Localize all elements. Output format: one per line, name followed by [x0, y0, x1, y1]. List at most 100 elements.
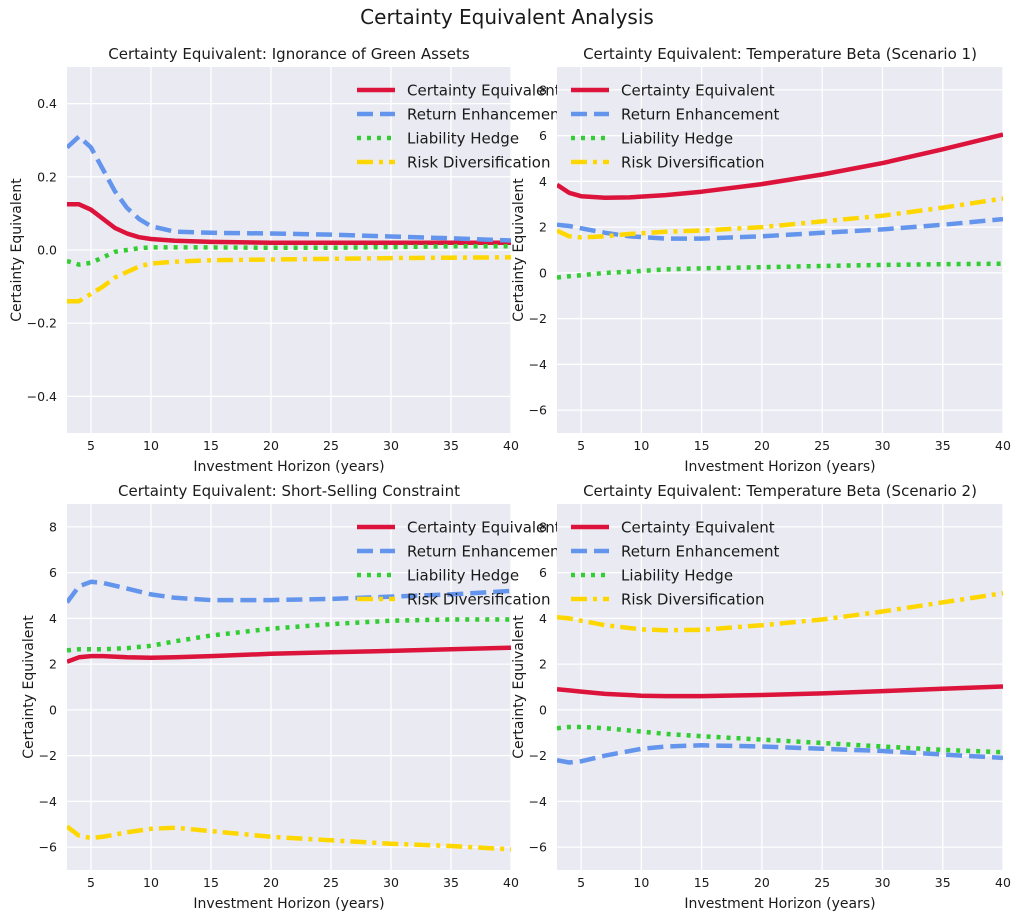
- panel2-xtick-label-3: 20: [263, 875, 279, 890]
- panel2-ytick-label-4: 2: [49, 657, 57, 672]
- panel2-plot-area: [67, 504, 511, 870]
- panel2-xtick-label-2: 15: [203, 875, 219, 890]
- panel3-ytick-label-0: −6: [529, 840, 547, 855]
- panel1-plot-area: [557, 67, 1003, 433]
- panel0-ytick-label-0: −0.4: [27, 389, 57, 404]
- panel1-xtick-label-2: 15: [694, 438, 710, 453]
- panel2-xtick-label-0: 5: [87, 875, 95, 890]
- panel1-ytick-label-2: −2: [529, 311, 547, 326]
- panel3-series-1-line: [557, 743, 1003, 765]
- panel3-ytick-label-1: −4: [529, 794, 547, 809]
- panel0-legend-label-2: Liability Hedge: [407, 130, 519, 148]
- panel2-xtick-label-1: 10: [143, 875, 159, 890]
- panel2-legend-label-0: Certainty Equivalent: [407, 519, 561, 537]
- panel1-ytick-label-7: 8: [539, 82, 547, 97]
- panel0-xtick-label-0: 5: [87, 438, 95, 453]
- panel0-xtick-label-1: 10: [143, 438, 159, 453]
- panel1-legend-label-0: Certainty Equivalent: [621, 82, 775, 100]
- panel1-legend: Certainty Equivalent Return Enhancement Li…: [571, 82, 780, 172]
- panel1-xtick-label-5: 30: [875, 438, 891, 453]
- panel0-xtick-label-2: 15: [203, 438, 219, 453]
- panel3-xtick-label-4: 25: [814, 875, 830, 890]
- panel1-ytick-label-5: 4: [539, 174, 547, 189]
- panel0-xtick-label-4: 25: [323, 438, 339, 453]
- panel3-legend-label-1: Return Enhancement: [621, 543, 780, 561]
- panel0-series-0-line: [67, 202, 511, 245]
- panel2-ytick-label-6: 6: [49, 565, 57, 580]
- panel0-ylabel: Certainty Equivalent: [9, 178, 25, 322]
- panel1-series-0-line: [557, 132, 1003, 201]
- panel3-ytick-label-6: 6: [539, 565, 547, 580]
- panel0-legend-label-0: Certainty Equivalent: [407, 82, 561, 100]
- panel0-legend-label-1: Return Enhancement: [407, 106, 566, 124]
- panel2-xlabel: Investment Horizon (years): [193, 896, 384, 912]
- panel3-plot-area: [557, 504, 1003, 870]
- panel3-xtick-label-2: 15: [694, 875, 710, 890]
- panel2-series-3-line: [67, 824, 511, 852]
- panel2-ytick-label-2: −2: [39, 748, 57, 763]
- panel0-xtick-label-6: 35: [443, 438, 459, 453]
- panel2-xtick-label-5: 30: [383, 875, 399, 890]
- panel3-ytick-label-3: 0: [539, 702, 547, 717]
- panel-temperature-beta-1: 5 10 15 20 25 30 35 40 −6 −4 −2 0 2 4 6 8 Certainty Equi…: [511, 45, 1011, 475]
- panel1-xlabel: Investment Horizon (years): [684, 459, 875, 475]
- panel3-legend-label-0: Certainty Equivalent: [621, 519, 775, 537]
- panel2-xtick-label-7: 40: [503, 875, 519, 890]
- panel3-series-3-line: [557, 590, 1003, 633]
- panel1-xtick-label-3: 20: [754, 438, 770, 453]
- panel1-xtick-label-1: 10: [633, 438, 649, 453]
- panel1-series-2-line: [557, 261, 1003, 280]
- panel3-ytick-label-4: 2: [539, 657, 547, 672]
- panel0-ytick-label-1: −0.2: [27, 316, 57, 331]
- panel3-xlabel: Investment Horizon (years): [684, 896, 875, 912]
- panel3-xtick-label-1: 10: [633, 875, 649, 890]
- panel1-xtick-label-7: 40: [995, 438, 1011, 453]
- panel3-ylabel: Certainty Equivalent: [511, 615, 527, 759]
- panel3-series-2-line: [557, 724, 1003, 755]
- panel3-series-0-line: [557, 684, 1003, 699]
- panel2-xtick-label-6: 35: [443, 875, 459, 890]
- panel0-legend-label-3: Risk Diversification: [407, 154, 550, 172]
- panel3-xtick-label-0: 5: [577, 875, 585, 890]
- panel2-ytick-label-0: −6: [39, 840, 57, 855]
- panel1-ytick-label-4: 2: [539, 220, 547, 235]
- panel0-series-1-line: [67, 134, 511, 243]
- panel1-ylabel: Certainty Equivalent: [511, 178, 527, 322]
- panel3-ytick-label-2: −2: [529, 748, 547, 763]
- panel1-ytick-label-0: −6: [529, 403, 547, 418]
- panel1-legend-label-1: Return Enhancement: [621, 106, 780, 124]
- panel2-ytick-label-5: 4: [49, 611, 57, 626]
- panel3-legend-label-3: Risk Diversification: [621, 591, 764, 609]
- panel3-xtick-label-5: 30: [875, 875, 891, 890]
- panel2-legend-label-1: Return Enhancement: [407, 543, 566, 561]
- panel2-legend-label-2: Liability Hedge: [407, 567, 519, 585]
- panel1-legend-label-3: Risk Diversification: [621, 154, 764, 172]
- panel0-xtick-label-7: 40: [503, 438, 519, 453]
- panel3-ytick-label-7: 8: [539, 519, 547, 534]
- panel2-legend-label-3: Risk Diversification: [407, 591, 550, 609]
- panel3-legend: Certainty Equivalent Return Enhancement Li…: [571, 519, 780, 609]
- panel2-ylabel: Certainty Equivalent: [21, 615, 37, 759]
- panel0-ytick-label-4: 0.4: [37, 96, 57, 111]
- panel2-ytick-label-1: −4: [39, 794, 57, 809]
- panel1-series-3-line: [557, 196, 1003, 240]
- panel3-xtick-label-6: 35: [935, 875, 951, 890]
- panel1-ytick-label-3: 0: [539, 265, 547, 280]
- panel3-ytick-label-5: 4: [539, 611, 547, 626]
- panel2-ytick-label-7: 8: [49, 519, 57, 534]
- panel2-series-0-line: [67, 645, 511, 664]
- panel2-xtick-label-4: 25: [323, 875, 339, 890]
- panel0-ytick-label-2: 0.0: [37, 243, 57, 258]
- panel1-ytick-label-1: −4: [529, 357, 547, 372]
- panel0-xlabel: Investment Horizon (years): [193, 459, 384, 475]
- figure-title: Certainty Equivalent Analysis: [360, 5, 654, 29]
- panel2-legend: Certainty Equivalent Return Enhancement Li…: [357, 519, 566, 609]
- panel0-title: Certainty Equivalent: Ignorance of Green…: [108, 45, 470, 63]
- panel0-ytick-label-3: 0.2: [37, 169, 57, 184]
- panel0-xtick-label-5: 30: [383, 438, 399, 453]
- panel3-title: Certainty Equivalent: Temperature Beta (…: [583, 482, 977, 500]
- panel-ignorance-green-assets: 5 10 15 20 25 30 35 40−0.4−0.20.00.20.4Certaint…: [9, 45, 566, 475]
- panel1-xtick-label-0: 5: [577, 438, 585, 453]
- panel1-title: Certainty Equivalent: Temperature Beta (…: [583, 45, 977, 63]
